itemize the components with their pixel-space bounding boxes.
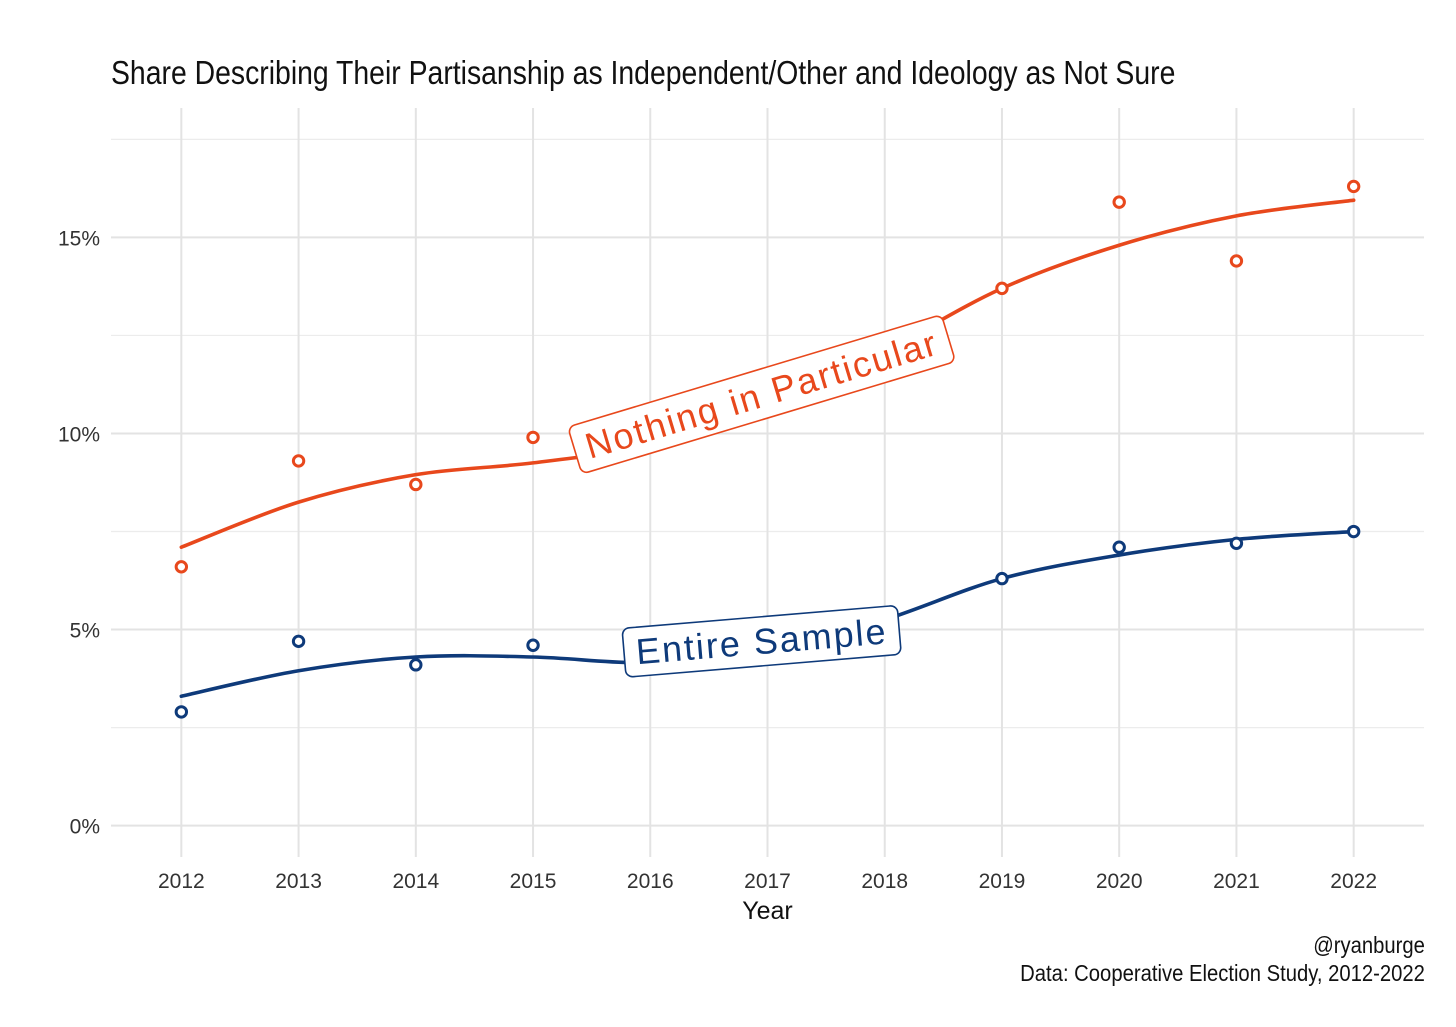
- y-tick-label: 0%: [70, 816, 100, 839]
- data-point: [1346, 524, 1361, 539]
- series-label-text: Nothing in Particular: [580, 322, 942, 467]
- series-label-box: [568, 315, 955, 474]
- x-tick-label: 2015: [510, 870, 557, 893]
- data-point: [995, 281, 1009, 296]
- author-caption: @ryanburge: [1313, 932, 1425, 958]
- data-point: [1229, 536, 1244, 550]
- data-point: [291, 634, 306, 649]
- data-point: [526, 638, 540, 652]
- x-tick-label: 2016: [627, 870, 674, 893]
- x-tick-label: 2021: [1213, 870, 1260, 893]
- y-tick-label: 15%: [58, 227, 100, 250]
- data-point: [409, 477, 423, 492]
- data-point: [526, 430, 540, 445]
- x-tick-label: 2018: [861, 870, 908, 893]
- chart-title: Share Describing Their Partisanship as I…: [111, 54, 1176, 91]
- data-point: [1229, 254, 1244, 268]
- data-point: [174, 705, 189, 719]
- y-tick-label: 10%: [58, 423, 100, 446]
- x-tick-label: 2013: [275, 870, 322, 893]
- data-point: [1346, 179, 1361, 194]
- data-point: [174, 560, 189, 574]
- x-tick-label: 2019: [979, 870, 1026, 893]
- x-tick-label: 2017: [744, 870, 791, 893]
- series-label-1: Entire Sample: [621, 605, 902, 678]
- y-tick-label: 5%: [70, 620, 100, 643]
- data-point: [409, 658, 423, 672]
- data-point: [1112, 195, 1126, 209]
- x-tick-label: 2014: [392, 870, 439, 893]
- data-point: [1112, 540, 1126, 554]
- x-tick-label: 2012: [158, 870, 205, 893]
- data-point: [995, 571, 1009, 586]
- source-caption: Data: Cooperative Election Study, 2012-2…: [1020, 960, 1425, 986]
- x-tick-label: 2022: [1330, 870, 1377, 893]
- data-point: [291, 454, 306, 468]
- series-label-box: [621, 605, 902, 678]
- x-axis-title: Year: [742, 897, 793, 925]
- x-tick-label: 2020: [1096, 870, 1143, 893]
- series-label-0: Nothing in Particular: [568, 315, 955, 474]
